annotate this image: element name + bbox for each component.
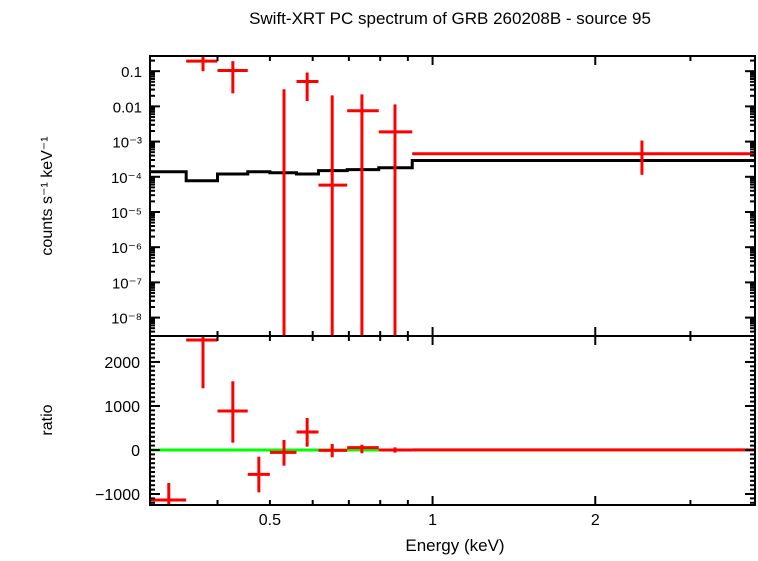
spectrum-plot-area (150, 56, 755, 336)
y-tick-label: 10⁻⁵ (111, 205, 142, 222)
x-tick-label: 2 (591, 512, 600, 529)
plot-frame (149, 55, 756, 506)
y-tick-label: 0.01 (113, 99, 142, 116)
y-tick-label: 0.1 (121, 64, 142, 81)
spectrum-panel (150, 56, 755, 336)
bottom-y-axis-label: ratio (39, 404, 56, 435)
x-tick-label: 0.5 (259, 512, 281, 529)
y-tick-label: 10⁻⁶ (111, 240, 142, 257)
axes-frame: 0.5 1 2 0.1 0.01 10⁻³ 10⁻⁴ 10⁻⁵ 10⁻⁶ 10⁻⁷ 10⁻⁸ 2000… (95, 55, 756, 529)
ratio-panel (150, 336, 755, 505)
top-y-axis-label: counts s⁻¹ keV⁻¹ (39, 136, 56, 255)
y-tick-label: 2000 (104, 355, 140, 372)
y-tick-label: 0 (131, 443, 140, 460)
y-tick-label: 1000 (104, 399, 140, 416)
y-tick-label: 10⁻⁴ (111, 170, 142, 187)
y-tick-label: −1000 (95, 487, 140, 504)
y-tick-label: 10⁻³ (112, 135, 142, 152)
chart-title: Swift-XRT PC spectrum of GRB 260208B - s… (249, 9, 651, 28)
y-tick-label: 10⁻⁷ (112, 275, 142, 292)
x-axis-label: Energy (keV) (405, 536, 504, 555)
ratio-plot-area (150, 336, 755, 505)
model-step-line (150, 159, 755, 183)
x-tick-label: 1 (428, 512, 437, 529)
y-tick-label: 10⁻⁸ (111, 311, 142, 328)
